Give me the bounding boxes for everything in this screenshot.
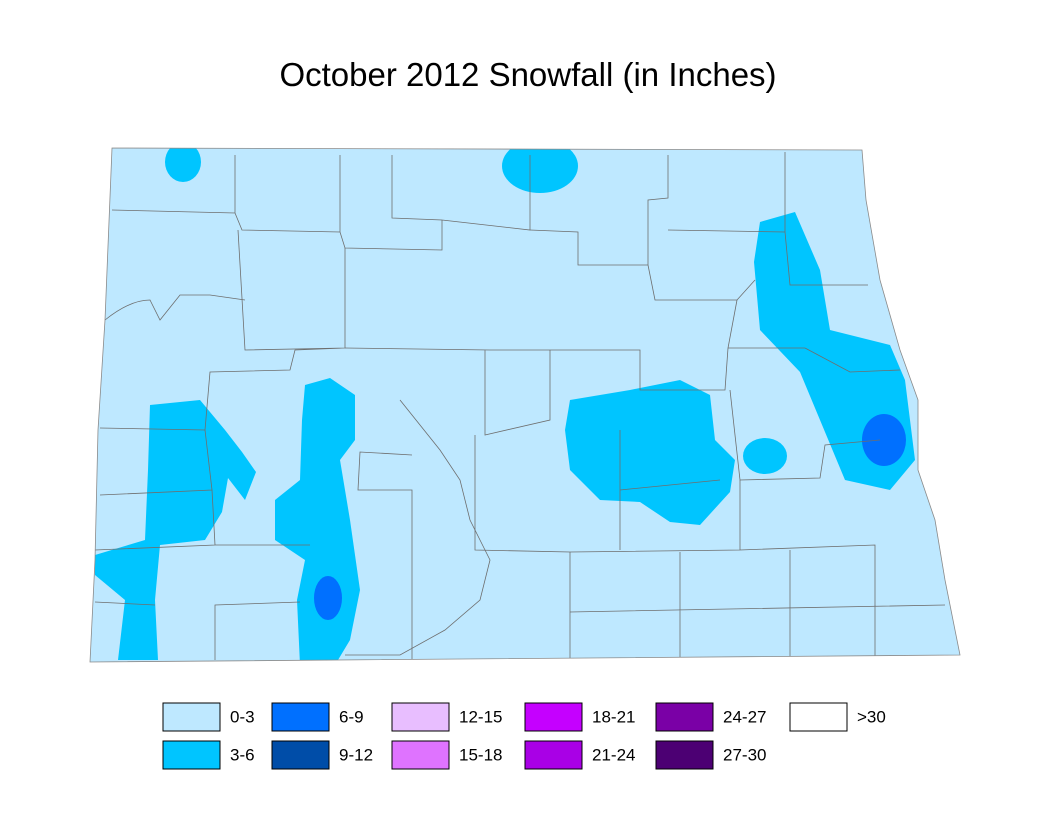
- county-lines: [94, 152, 946, 660]
- legend-swatch: [391, 702, 450, 732]
- legend-label: 0-3: [230, 707, 255, 726]
- zone-3-6: [165, 148, 201, 182]
- legend-swatch: [271, 702, 330, 732]
- state-outline: [89, 147, 961, 663]
- legend-swatch: [391, 740, 450, 770]
- legend-swatch: [524, 740, 583, 770]
- legend: 0-3 3-6 6-9 9-12 12-15 15-18 18-21 21-24 24-27 27…: [162, 702, 886, 770]
- legend-label: 24-27: [723, 707, 766, 726]
- zone-6-9: [314, 576, 342, 620]
- legend-swatch: [789, 702, 848, 732]
- legend-swatch: [655, 740, 714, 770]
- legend-swatch: [524, 702, 583, 732]
- zone-3-6: [95, 400, 256, 660]
- zone-3-6: [565, 380, 735, 525]
- legend-swatch: [162, 702, 221, 732]
- map-area: [90, 148, 960, 662]
- legend-label: 9-12: [339, 745, 373, 764]
- legend-label: >30: [857, 707, 886, 726]
- legend-swatch: [162, 740, 221, 770]
- map-title: October 2012 Snowfall (in Inches): [279, 56, 776, 93]
- legend-label: 15-18: [459, 745, 502, 764]
- legend-swatch: [655, 702, 714, 732]
- legend-label: 27-30: [723, 745, 766, 764]
- legend-label: 3-6: [230, 745, 255, 764]
- zone-3-6: [743, 438, 787, 474]
- legend-label: 12-15: [459, 707, 502, 726]
- legend-label: 21-24: [592, 745, 635, 764]
- zone-6-9: [862, 414, 906, 466]
- zone-3-6: [502, 148, 578, 193]
- legend-label: 6-9: [339, 707, 364, 726]
- legend-label: 18-21: [592, 707, 635, 726]
- legend-swatch: [271, 740, 330, 770]
